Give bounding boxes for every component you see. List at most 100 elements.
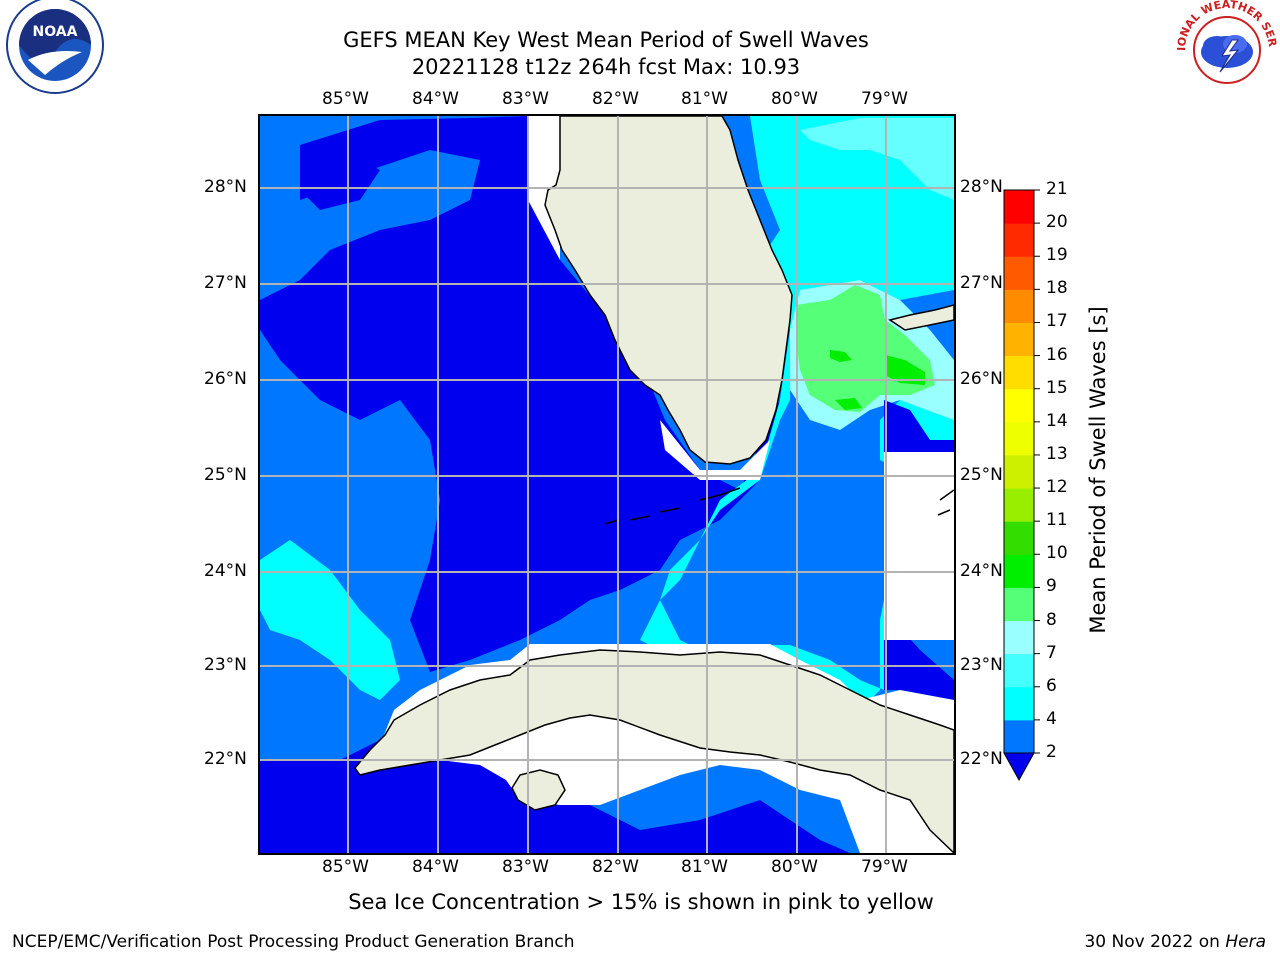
contour-7-8 [790,280,954,430]
florida-keys [604,487,741,525]
colorbar-tick-label: 14 [1046,410,1068,431]
colorbar-tick-label: 4 [1046,708,1057,729]
contour-6-7 [800,118,954,200]
lat-label-left-24: 24°N [204,561,247,581]
lat-label-right-28: 28°N [960,177,1003,197]
colorbar-under-arrow [1003,752,1035,782]
colorbar-tick-label: 21 [1046,179,1068,199]
noaa-logo: NOAA [6,0,104,94]
lat-label-right-27: 27°N [960,273,1003,293]
colorbar-tick-label: 7 [1046,642,1057,663]
lon-label-bottom-80: 80°W [771,857,818,877]
colorbar-segment [1004,388,1034,423]
lat-label-left-22: 22°N [204,749,247,769]
contour-lt2-gulf [260,116,780,672]
colorbar-tick-label: 17 [1046,311,1068,332]
lat-label-right-23: 23°N [960,655,1003,675]
contour-lt2-se [884,610,954,700]
contour-4-6-west [260,540,400,700]
contour-8-9 [796,285,935,412]
lat-label-right-22: 22°N [960,749,1003,769]
colorbar-tick-label: 6 [1046,675,1057,696]
lon-label-bottom-83: 83°W [502,857,549,877]
footer-branch: NCEP/EMC/Verification Post Processing Pr… [12,932,575,952]
colorbar-segment [1004,421,1034,456]
florida-land [544,116,793,465]
lon-label-top-82: 82°W [592,89,639,109]
map-frame [258,114,956,855]
lon-label-bottom-84: 84°W [412,857,459,877]
lon-label-top-79: 79°W [861,89,908,109]
colorbar-segment [1004,686,1034,721]
contour-9-10-c [835,398,862,410]
contour-lt2-east [884,400,954,480]
lat-label-right-24: 24°N [960,561,1003,581]
contour-field [260,116,954,853]
colorbar-segment [1004,223,1034,257]
land [354,116,954,853]
no-data-north [528,116,560,260]
no-data-cuba [380,644,954,853]
colorbar-tick-label: 19 [1046,245,1068,266]
contour-9-10-b [830,350,852,362]
footer-date-text: 30 Nov 2022 on [1084,932,1226,952]
no-data-bahamas [884,452,954,640]
noaa-logo-text: NOAA [33,24,78,40]
lon-label-top-83: 83°W [502,89,549,109]
colorbar-segment [1004,488,1034,522]
lon-label-bottom-79: 79°W [861,857,908,877]
colorbar-segment [1004,289,1034,323]
colorbar-segment [1004,719,1034,754]
lon-label-top-81: 81°W [681,89,728,109]
andros [937,489,954,516]
colorbar-tick-label: 18 [1046,278,1068,299]
footer-host: Hera [1225,932,1266,952]
lon-label-bottom-82: 82°W [592,857,639,877]
colorbar [1003,189,1040,782]
colorbar-segment [1004,190,1034,224]
nws-logo: NATIONAL WEATHER SERVICE [1172,0,1279,98]
colorbar-frame [1003,189,1035,754]
contour-4-6-east [640,116,954,710]
colorbar-segment [1004,587,1034,622]
grand-bahama [888,304,954,331]
colorbar-tick-label: 16 [1046,344,1068,365]
colorbar-tick-label: 10 [1046,543,1068,564]
lon-label-top-85: 85°W [322,89,369,109]
graticule [260,116,954,853]
isle-of-youth [511,769,566,811]
lat-label-right-26: 26°N [960,369,1003,389]
colorbar-tick-label: 15 [1046,377,1068,398]
colorbar-tick-label: 2 [1046,742,1057,762]
map-title-line1: GEFS MEAN Key West Mean Period of Swell … [343,28,869,52]
contour-lt2-nw [300,150,380,210]
contour-9-10-a [885,355,925,385]
colorbar-tick-label: 13 [1046,443,1068,464]
colorbar-segment [1004,521,1034,555]
colorbar-segment [1004,355,1034,390]
colorbar-segment [1004,554,1034,588]
no-data-keys [660,420,770,480]
cuba-land [354,649,954,853]
colorbar-segment [1004,322,1034,357]
lon-label-top-84: 84°W [412,89,459,109]
sea-ice-note: Sea Ice Concentration > 15% is shown in … [348,890,934,914]
colorbar-tick-label: 20 [1046,212,1068,233]
lat-label-left-28: 28°N [204,177,247,197]
lat-label-left-25: 25°N [204,465,247,485]
colorbar-tick-label: 11 [1046,510,1068,531]
lat-label-left-26: 26°N [204,369,247,389]
map-title-line2: 20221128 t12z 264h fcst Max: 10.93 [411,55,801,79]
colorbar-segment [1004,653,1034,688]
footer-date: 30 Nov 2022 on Hera [1084,932,1266,952]
lat-label-left-27: 27°N [204,273,247,293]
lat-label-right-25: 25°N [960,465,1003,485]
lat-label-left-23: 23°N [204,655,247,675]
contour-lt2-sw [260,720,850,853]
colorbar-tick-label: 9 [1046,576,1057,597]
colorbar-segment [1004,620,1034,655]
colorbar-segment [1004,454,1034,489]
colorbar-segment [1004,256,1034,290]
contour-2-4 [260,116,954,853]
lon-label-bottom-81: 81°W [681,857,728,877]
